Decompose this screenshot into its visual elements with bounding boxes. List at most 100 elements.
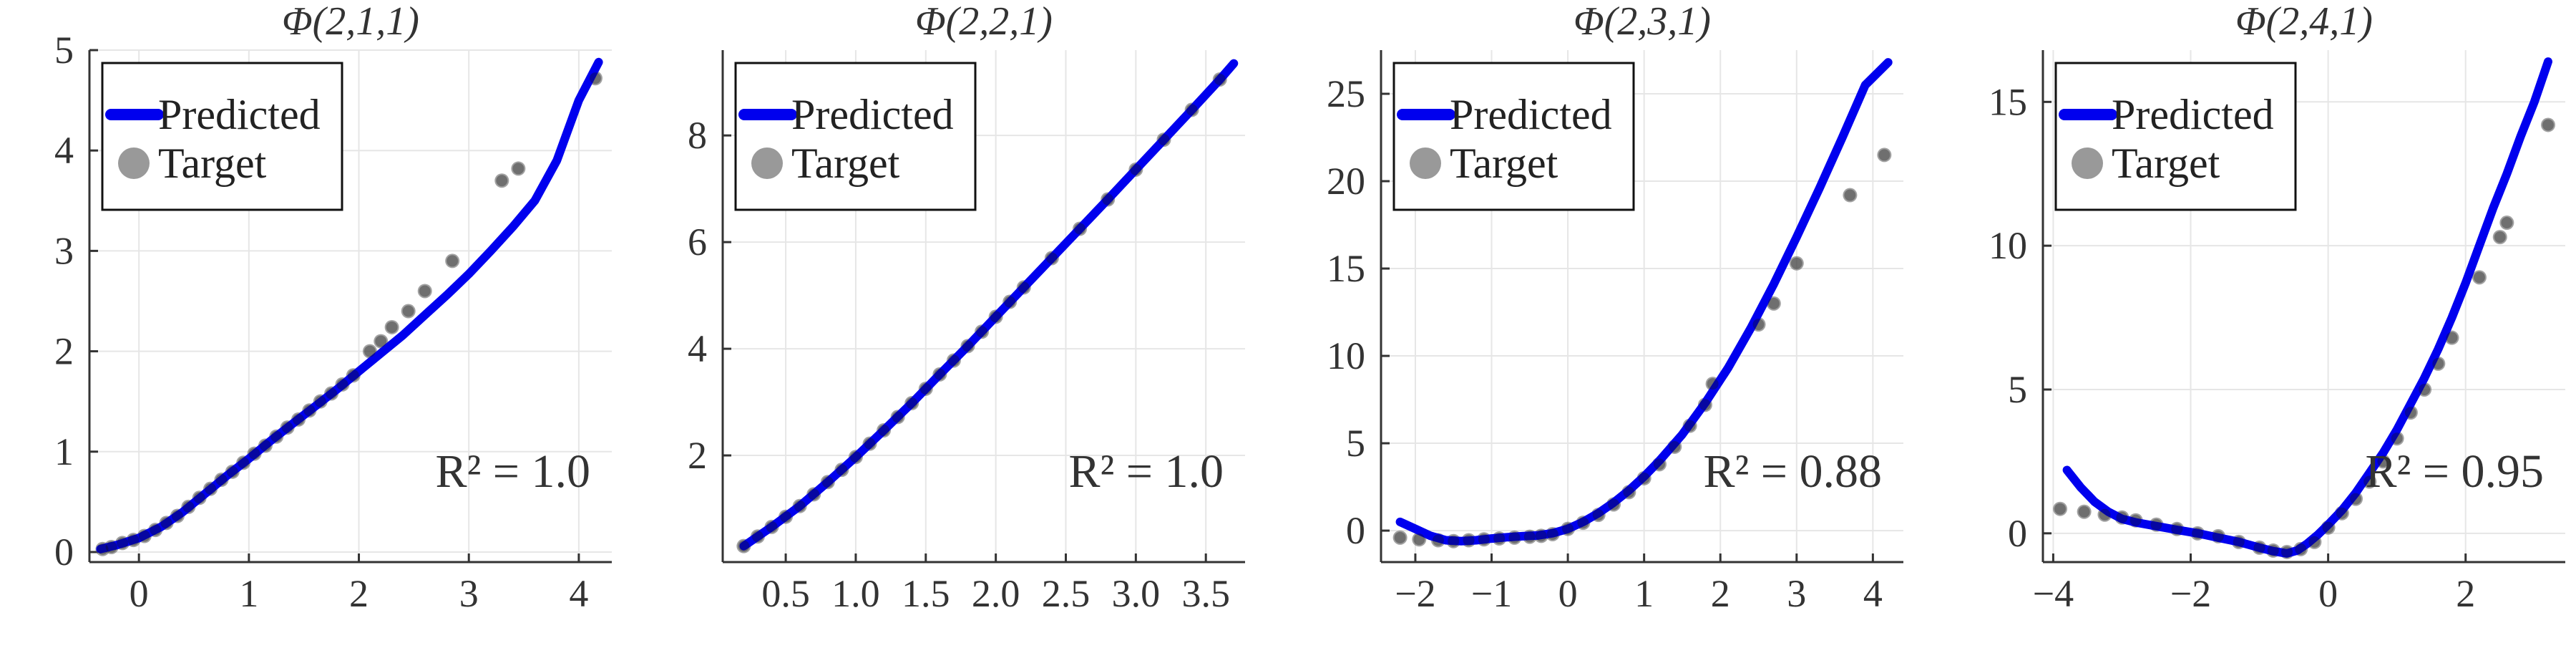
- target-point-overlay: [512, 163, 525, 175]
- x-tick-label: 0: [130, 572, 149, 615]
- target-point-overlay: [105, 541, 117, 553]
- target-point-overlay: [2432, 357, 2444, 369]
- target-overlay: [2054, 119, 2554, 558]
- x-tick-label: 0: [2318, 572, 2338, 615]
- x-tick-label: −1: [1471, 572, 1512, 615]
- target-point-overlay: [1562, 523, 1574, 535]
- target-point-overlay: [2078, 506, 2090, 518]
- target-point-overlay: [2419, 383, 2431, 395]
- y-tick-label: 10: [1327, 334, 1365, 377]
- target-point-overlay: [215, 474, 228, 486]
- target-point-overlay: [808, 488, 820, 500]
- target-point-overlay: [1684, 420, 1696, 432]
- target-point-overlay: [1878, 149, 1890, 161]
- target-point-overlay: [2350, 493, 2362, 505]
- legend-target-label: Target: [2112, 140, 2220, 187]
- legend-target-label: Target: [1450, 140, 1558, 187]
- predicted-line: [739, 59, 1239, 551]
- target-point-overlay: [364, 345, 376, 357]
- target-point-overlay: [2150, 518, 2162, 531]
- x-tick-label: 2: [1711, 572, 1730, 615]
- target-point-overlay: [878, 425, 890, 437]
- target-point-overlay: [1592, 509, 1604, 521]
- x-tick-label: 0: [1558, 572, 1578, 615]
- y-tick-label: 5: [1346, 422, 1365, 465]
- target-point-overlay: [1448, 535, 1460, 547]
- x-tick-label: 3.0: [1112, 572, 1161, 615]
- legend-predicted-label: Predicted: [158, 91, 321, 138]
- target-overlay: [97, 72, 601, 555]
- target-point-overlay: [2473, 271, 2485, 284]
- target-point-overlay: [2322, 521, 2334, 533]
- target-point-overlay: [2295, 543, 2307, 555]
- target-point-overlay: [2404, 407, 2416, 419]
- target-point-overlay: [2129, 514, 2142, 526]
- target-point-overlay: [193, 492, 205, 504]
- target-point-overlay: [127, 534, 140, 546]
- target-point-overlay: [2280, 546, 2293, 558]
- target-point-overlay: [780, 511, 792, 523]
- target-point-overlay: [2171, 523, 2183, 535]
- r2-annotation: R² = 0.95: [2365, 445, 2544, 498]
- y-tick-label: 15: [1989, 80, 2027, 123]
- legend-box: [101, 62, 343, 211]
- target-point-overlay: [447, 255, 459, 267]
- predicted-line: [96, 57, 603, 553]
- target-point-overlay: [2054, 503, 2067, 515]
- x-tick-label: 4: [1863, 572, 1883, 615]
- target-point-overlay: [751, 531, 763, 543]
- r2-annotation: R² = 0.88: [1703, 445, 1882, 498]
- target-point: [1789, 256, 1804, 271]
- x-tick-label: 1.5: [902, 572, 950, 615]
- y-tick-label: 3: [54, 229, 74, 272]
- target-point-overlay: [1463, 534, 1475, 546]
- target-point-overlay: [990, 311, 1002, 323]
- x-tick-label: 2: [2456, 572, 2475, 615]
- target-point-overlay: [238, 457, 250, 469]
- y-tick-label: 8: [688, 114, 707, 157]
- target-point: [417, 284, 432, 299]
- target-point-overlay: [160, 517, 172, 529]
- target-point: [445, 253, 460, 269]
- target-point-overlay: [1074, 223, 1086, 235]
- x-tick-label: −2: [2170, 572, 2211, 615]
- target-point-overlay: [1508, 531, 1521, 543]
- target-point-overlay: [1608, 498, 1620, 511]
- target-point-overlay: [766, 521, 778, 533]
- target-point: [1877, 148, 1892, 163]
- predicted-line: [2062, 57, 2552, 558]
- target-point-overlay: [375, 335, 387, 347]
- target-point: [2472, 270, 2487, 285]
- y-tick-label: 5: [2008, 368, 2027, 411]
- legend-box: [734, 62, 977, 211]
- target-point-overlay: [1130, 163, 1142, 175]
- target-point-overlay: [1577, 517, 1589, 529]
- target-point-overlay: [1767, 297, 1780, 309]
- target-point-overlay: [1493, 533, 1506, 545]
- target-point-overlay: [1790, 257, 1802, 269]
- panel-title: Φ(2,2,1): [915, 0, 1053, 44]
- target-point-overlay: [117, 537, 129, 549]
- target-point-overlay: [934, 368, 946, 380]
- target-point-overlay: [205, 483, 217, 495]
- target-point-overlay: [976, 326, 988, 338]
- panel-title: Φ(2,3,1): [1574, 0, 1711, 44]
- target-point-overlay: [1478, 533, 1490, 546]
- target-point-overlay: [1669, 440, 1681, 453]
- x-tick-label: 1.0: [831, 572, 880, 615]
- target-point-overlay: [919, 382, 932, 395]
- target-point-overlay: [2542, 119, 2554, 131]
- target-point-overlay: [270, 430, 283, 443]
- target-point-overlay: [2233, 536, 2245, 548]
- legend-predicted-label: Predicted: [2112, 91, 2274, 138]
- target-point-overlay: [1699, 399, 1711, 411]
- legend-predicted-label: Predicted: [791, 91, 954, 138]
- y-tick-label: 10: [1989, 224, 2027, 267]
- legend-box: [1392, 62, 1635, 211]
- x-tick-label: 1: [1634, 572, 1654, 615]
- target-point-overlay: [97, 543, 109, 555]
